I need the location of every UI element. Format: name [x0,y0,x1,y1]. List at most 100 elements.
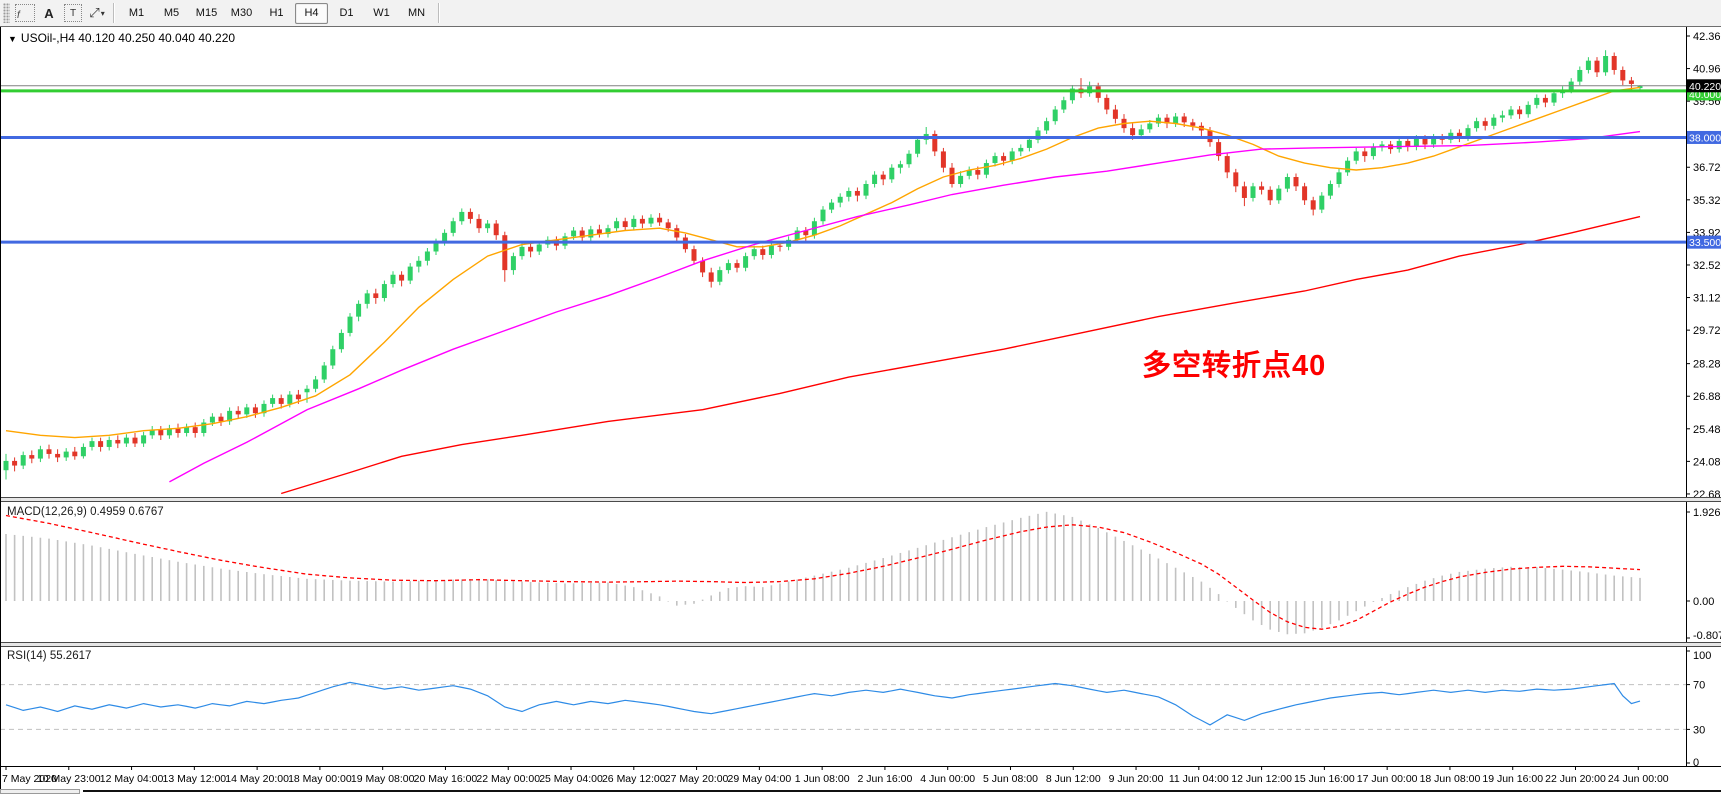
price-tag-label: 38.000 [1689,132,1721,144]
candle-up [1319,195,1325,210]
macd-histogram-bar [658,596,661,601]
scrollbar-thumb[interactable] [0,789,80,794]
timeframe-button-H4[interactable]: H4 [295,2,328,24]
candle-up [106,439,112,447]
timeframe-button-D1[interactable]: D1 [339,7,354,19]
toolbar-grip[interactable] [3,3,10,23]
indicator-f-icon-button[interactable]: f [14,2,36,24]
candle-up [751,249,757,257]
candle-up [846,190,852,197]
timeframe-button-M30[interactable]: M30 [230,7,253,19]
ma-slow-red [280,215,1641,495]
macd-histogram-bar [5,534,7,601]
macd-histogram-bar [1235,601,1237,608]
macd-histogram-bar [839,569,841,601]
macd-histogram-bar [1467,570,1469,601]
macd-histogram-bar [203,565,205,601]
pane-splitter[interactable] [0,642,1721,647]
candle-up [1035,130,1041,140]
candle-down [493,223,499,236]
macd-histogram-bar [383,581,386,601]
timeframe-button-H1[interactable]: H1 [269,7,284,19]
macd-histogram-bar [1269,601,1271,630]
macd-histogram-bar [1493,568,1495,601]
price-tag-label: 33.500 [1689,237,1721,249]
chevron-down-icon[interactable]: ▾ [100,8,105,18]
candle-up [304,388,310,393]
candle-up [1508,109,1514,116]
macd-histogram-bar [246,571,248,601]
candle-up [347,316,353,333]
candle-down [1293,177,1299,187]
candle-up [424,251,430,261]
timeframe-button-M5[interactable]: M5 [163,7,180,19]
timeframe-button-M15[interactable]: M15 [195,7,218,19]
candle-down [1542,97,1548,103]
candle-down [1267,189,1273,201]
macd-histogram-bar [744,586,747,601]
macd-histogram-bar [332,579,334,601]
text-box-button[interactable]: T [62,2,84,24]
macd-histogram-bar [701,599,704,601]
bottom-scrollbar[interactable] [0,789,1721,795]
chart-annotation-text: 多空转折点40 [1142,350,1327,382]
price-tick-label: 29.720 [1693,325,1721,337]
candle-down [622,221,628,228]
price-tick-label: 22.680 [1693,489,1721,497]
toolbar-separator [113,3,115,23]
macd-histogram-bar [1088,524,1091,601]
price-tag-33.500 [1687,235,1721,249]
macd-histogram-bar [1579,571,1581,601]
arrows-tool-button[interactable]: ⤢ ▾ [86,2,108,24]
macd-histogram-bar [48,538,50,601]
macd-histogram-bar [1570,570,1572,601]
price-tick-label: 40.960 [1693,64,1721,76]
macd-histogram-bar [1475,569,1478,601]
macd-histogram-bar [1045,511,1048,601]
macd-histogram-bar [357,580,360,601]
macd-histogram-bar [1226,601,1228,602]
price-tick-label: 28.280 [1693,359,1721,371]
macd-indicator-pane[interactable]: 1.9265 0.00 -0.8071 [0,502,1721,642]
macd-histogram-bar [1260,601,1263,626]
candle-down [1628,80,1634,84]
macd-histogram-bar [486,579,489,601]
timeframe-toolbar: M1 M5 M15 M30 H1 H4 D1 W1 MN [119,2,434,24]
rsi-indicator-pane[interactable]: 100 70 30 0 [0,647,1721,766]
chart-left-border [0,27,1,789]
text-label-button[interactable]: A [38,2,60,24]
macd-histogram-bar [1131,545,1134,601]
macd-histogram-bar [908,550,910,601]
candle-up [510,256,516,271]
macd-histogram-bar [194,564,196,601]
price-chart-pane[interactable]: 42.36040.96039.56036.72035.32033.92032.5… [0,27,1721,497]
macd-histogram-bar [117,550,119,601]
candle-down [949,167,955,184]
candle-up [416,260,422,267]
symbol-ohlc-label[interactable]: ▼ USOil-,H4 40.120 40.250 40.040 40.220 [8,31,235,45]
candle-up [631,218,637,228]
candle-up [37,449,43,459]
macd-histogram-bar [951,537,953,601]
timeframe-button-M1[interactable]: M1 [128,7,145,19]
pane-splitter[interactable] [0,497,1721,502]
macd-histogram-bar [521,581,523,601]
candle-up [1026,139,1032,148]
macd-histogram-bar [263,574,265,601]
candle-down [46,449,52,454]
macd-histogram-bar [435,580,437,601]
timeframe-button-MN[interactable]: MN [407,7,426,19]
candle-up [338,332,344,350]
macd-histogram-bar [1458,571,1461,601]
timeframe-button-W1[interactable]: W1 [373,7,390,19]
macd-histogram-bar [1002,522,1005,601]
macd-histogram-bar [882,558,884,601]
candle-up [958,175,964,184]
macd-histogram-bar [1183,572,1185,601]
candle-up [1603,56,1609,73]
candle-down [12,460,18,466]
candle-up [1284,177,1290,189]
symbol-dropdown-icon[interactable]: ▼ [8,34,17,44]
